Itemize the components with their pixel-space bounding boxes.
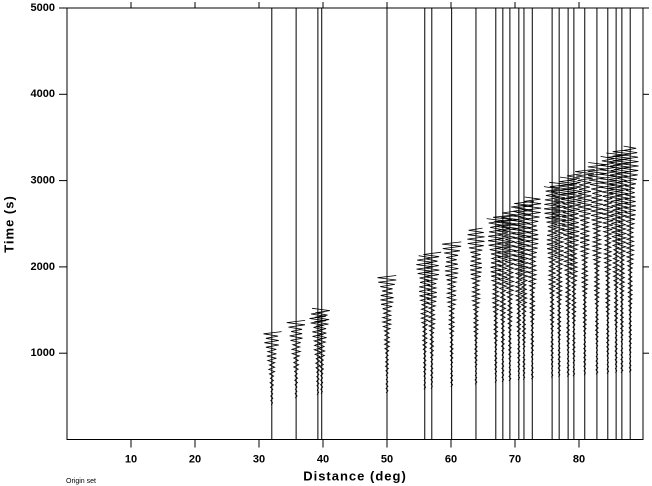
x-tick-label: 40 — [317, 453, 329, 465]
waveform — [312, 307, 330, 394]
waveform — [441, 241, 462, 388]
waveform — [423, 251, 442, 389]
waveform — [416, 255, 434, 390]
x-tick-label: 60 — [445, 453, 457, 465]
waveform — [599, 156, 617, 374]
y-axis-title: Time (s) — [1, 195, 16, 253]
waveform — [501, 210, 519, 382]
waveform — [286, 320, 306, 399]
x-tick-label: 20 — [189, 453, 201, 465]
waveform — [377, 275, 397, 394]
waveform — [510, 204, 528, 381]
y-tick-label: 1000 — [31, 347, 55, 359]
x-tick-label: 70 — [509, 453, 521, 465]
x-tick-label: 80 — [573, 453, 585, 465]
x-tick-label: 10 — [125, 453, 137, 465]
waveform — [523, 196, 542, 380]
y-tick-label: 4000 — [31, 88, 55, 100]
x-tick-label: 50 — [381, 453, 393, 465]
waveform — [612, 149, 632, 373]
x-axis-title: Distance (deg) — [303, 468, 407, 483]
waveform — [587, 162, 607, 375]
y-tick-label: 5000 — [31, 2, 55, 14]
waveform — [621, 145, 639, 373]
waveform — [486, 218, 505, 383]
waveform — [565, 173, 583, 377]
plot-frame — [66, 7, 644, 440]
y-tick-label: 3000 — [31, 175, 55, 187]
waveform — [263, 331, 282, 406]
y-tick-label: 2000 — [31, 261, 55, 273]
x-tick-label: 30 — [253, 453, 265, 465]
waveform — [606, 152, 626, 374]
footnote: Origin set — [66, 478, 96, 485]
waveform — [514, 200, 534, 380]
waveform — [467, 227, 485, 385]
waveform — [575, 169, 595, 376]
waveform — [309, 311, 327, 395]
waveform — [549, 181, 569, 378]
waveform — [493, 214, 513, 382]
waveform — [543, 186, 561, 378]
